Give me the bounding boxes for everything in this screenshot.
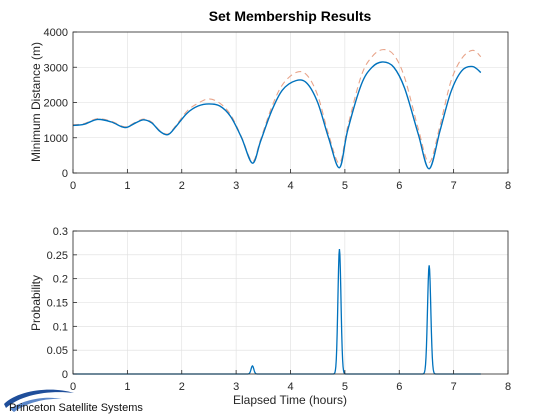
bottom-xtick-label: 4 [287,381,293,393]
logo-swoosh-icon [4,389,74,408]
bottom-xtick-label: 8 [505,381,511,393]
bottom-ytick-label: 0.3 [53,226,68,238]
bottom-xtick-label: 1 [124,381,130,393]
top-ytick-label: 1000 [44,133,68,145]
top-tick-group: 0 1 2 3 4 5 6 7 8 0 1000 2000 3000 4000 [44,27,512,192]
top-ytick-label: 3000 [44,62,68,74]
bottom-xtick-label: 0 [70,381,76,393]
top-xtick-label: 4 [287,180,293,192]
top-series-group [72,49,482,170]
top-xtick-label: 8 [505,180,511,192]
top-ytick-label: 4000 [44,27,68,39]
top-xtick-label: 7 [451,180,457,192]
bottom-xtick-label: 3 [233,381,239,393]
bottom-ytick-label: 0.1 [53,321,68,333]
top-series-solid-line [72,61,482,170]
logo-swoosh-accent-icon [10,397,62,412]
bottom-ylabel: Probability [29,275,43,331]
top-ytick-label: 0 [62,168,68,180]
top-xtick-label: 3 [233,180,239,192]
logo-text: Princeton Satellite Systems [9,402,143,414]
top-xtick-label: 6 [396,180,402,192]
bottom-xtick-label: 6 [396,381,402,393]
bottom-ytick-label: 0.2 [53,274,68,286]
bottom-xtick-label: 7 [451,381,457,393]
bottom-ytick-label: 0.05 [47,345,68,357]
chart-title: Set Membership Results [209,8,372,24]
bottom-xtick-label: 5 [342,381,348,393]
top-xtick-label: 5 [342,180,348,192]
bottom-ytick-label: 0.25 [47,250,68,262]
bottom-tick-group: 0 1 2 3 4 5 6 7 8 0 0.05 0.1 0.15 0.2 0.25 0.3 [47,226,511,393]
top-xtick-label: 2 [179,180,185,192]
bottom-xlabel: Elapsed Time (hours) [233,393,347,407]
top-axes: 0 1 2 3 4 5 6 7 8 0 1000 2000 3000 4000 Minimum Dista… [29,27,511,192]
bottom-axes: 0 1 2 3 4 5 6 7 8 0 0.05 0.1 0.15 0.2 0.25 0.3 Probabil… [29,226,511,407]
top-xtick-label: 1 [124,180,130,192]
bottom-xtick-label: 2 [179,381,185,393]
top-ytick-label: 2000 [44,98,68,110]
company-logo: Princeton Satellite Systems [4,389,143,414]
top-xtick-label: 0 [70,180,76,192]
top-ylabel: Minimum Distance (m) [29,42,43,162]
bottom-ytick-label: 0 [62,369,68,381]
bottom-ytick-label: 0.15 [47,298,68,310]
